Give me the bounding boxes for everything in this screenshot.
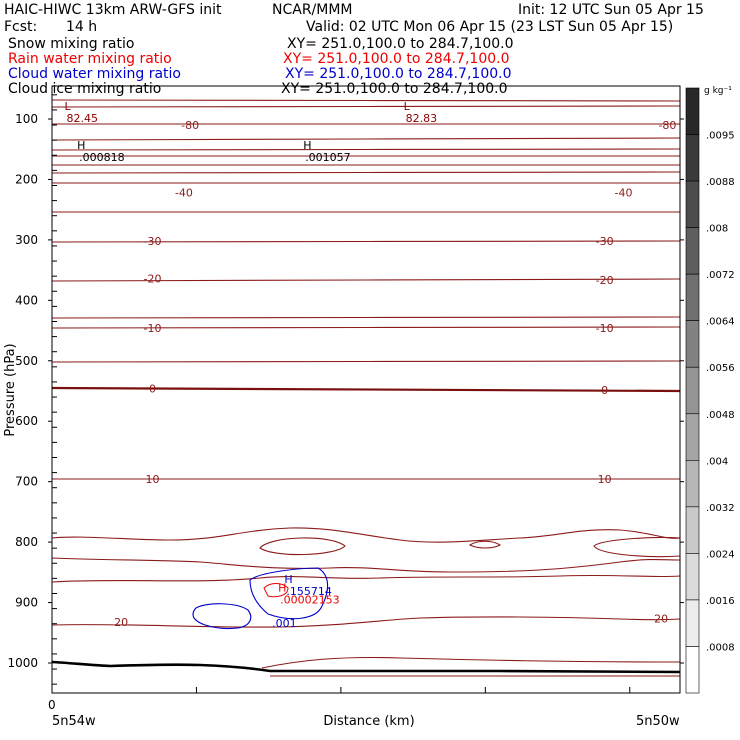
isotherm-line [52, 575, 680, 582]
isotherm-label: 20 [654, 612, 668, 625]
colorbar-label: .0016 [706, 596, 735, 607]
isotherm-label: 10 [145, 473, 159, 486]
y-tick-label: 600 [15, 414, 38, 428]
isotherm-line [52, 100, 680, 101]
colorbar: .0095 .0088 .008 .0072 .0064 .0056 .0048 .004 .0… [686, 88, 735, 693]
extremum-value: 82.45 [67, 112, 99, 125]
y-tick-label: 800 [15, 535, 38, 549]
colorbar-label: .004 [706, 456, 728, 467]
cloud-water-label: .001 [272, 617, 297, 630]
colorbar-segment [686, 600, 699, 647]
colorbar-segment [686, 646, 699, 693]
colorbar-segment [686, 228, 699, 275]
colorbar-label: .0064 [706, 317, 735, 328]
colorbar-label: .0048 [706, 410, 735, 421]
y-tick-label: 200 [15, 172, 38, 186]
y-tick-label: 500 [15, 354, 38, 368]
extremum-value: .000818 [79, 151, 125, 164]
isotherm-line [52, 138, 680, 140]
colorbar-label: .008 [706, 224, 728, 235]
y-tick-label: 300 [15, 233, 38, 247]
colorbar-label: .0056 [706, 363, 735, 374]
extremum-value: .00002153 [280, 594, 340, 607]
isotherm-line [52, 165, 680, 166]
isotherm-lines [52, 100, 680, 676]
isotherm-label: 0 [601, 384, 608, 397]
isotherm-label: -10 [596, 322, 614, 335]
isotherm-line [52, 317, 680, 318]
terrain-surface [52, 662, 680, 672]
isotherm-line [52, 558, 680, 572]
isotherm-label: -20 [143, 273, 161, 286]
colorbar-segment [686, 414, 699, 461]
isotherm-line-zero [52, 388, 680, 391]
colorbar-label: .0095 [706, 131, 735, 142]
colorbar-segment [686, 507, 699, 554]
isotherm-line [52, 361, 680, 362]
isotherm-closed [470, 541, 500, 548]
colorbar-label: .0024 [706, 549, 735, 560]
isotherm-line [52, 528, 680, 542]
x-left-label: 5n54w [52, 714, 96, 729]
isotherm-label: 10 [598, 473, 612, 486]
x-start-tick: 0 [48, 698, 56, 712]
isotherm-line [52, 149, 680, 150]
colorbar-label: .0008 [706, 642, 735, 653]
y-tick-label: 1000 [7, 656, 38, 670]
isotherm-line [52, 172, 680, 173]
colorbar-label: .0088 [706, 177, 735, 188]
colorbar-segment [686, 460, 699, 507]
colorbar-segment [686, 274, 699, 321]
isotherm-line [52, 617, 680, 627]
isotherm-label: -30 [596, 235, 614, 248]
y-tick-label: 700 [15, 475, 38, 489]
isotherm-label: -10 [143, 322, 161, 335]
colorbar-segment [686, 321, 699, 368]
isotherm-label: 0 [149, 383, 156, 396]
isotherm-label: -40 [614, 187, 632, 200]
isotherm-label: -30 [143, 235, 161, 248]
x-right-label: 5n50w [636, 714, 680, 729]
extremum-value: .001057 [305, 151, 351, 164]
isotherm-line [52, 183, 680, 184]
cloud-water-contour [193, 604, 251, 629]
extrema-labels: L82.45L82.83H.000818H.001057H.155714H.00… [65, 100, 438, 607]
y-axis-label: Pressure (hPa) [3, 343, 18, 436]
colorbar-segment [686, 553, 699, 600]
isotherm-line [52, 124, 680, 125]
colorbar-segment [686, 181, 699, 228]
colorbar-segment [686, 135, 699, 182]
isotherm-label: -80 [658, 119, 676, 132]
isotherm-label: -80 [181, 119, 199, 132]
colorbar-label: .0032 [706, 503, 735, 514]
isotherm-closed [260, 538, 345, 555]
isotherm-line [52, 106, 680, 107]
x-axis-label: Distance (km) [323, 714, 414, 729]
isotherm-label: -20 [596, 274, 614, 287]
isotherm-line [52, 212, 680, 213]
isotherm-line [262, 657, 680, 668]
colorbar-segment [686, 88, 699, 135]
isotherm-line [52, 156, 680, 157]
contour-labels: -80 -80 -40 -40 -30 -30 -20 -20 -10 -10 0 0 10 10 20 20… [114, 119, 676, 630]
colorbar-unit: g kg⁻¹ [704, 86, 732, 96]
colorbar-label: .0072 [706, 270, 735, 281]
extremum-value: 82.83 [406, 112, 438, 125]
y-tick-label: 400 [15, 293, 38, 307]
isotherm-line [594, 537, 680, 556]
y-tick-label: 100 [15, 112, 38, 126]
colorbar-segment [686, 367, 699, 414]
terrain-line [52, 662, 680, 672]
x-axis [52, 687, 630, 693]
isotherm-label: -40 [175, 187, 193, 200]
y-tick-label: 900 [15, 596, 38, 610]
isotherm-label: 20 [114, 616, 128, 629]
